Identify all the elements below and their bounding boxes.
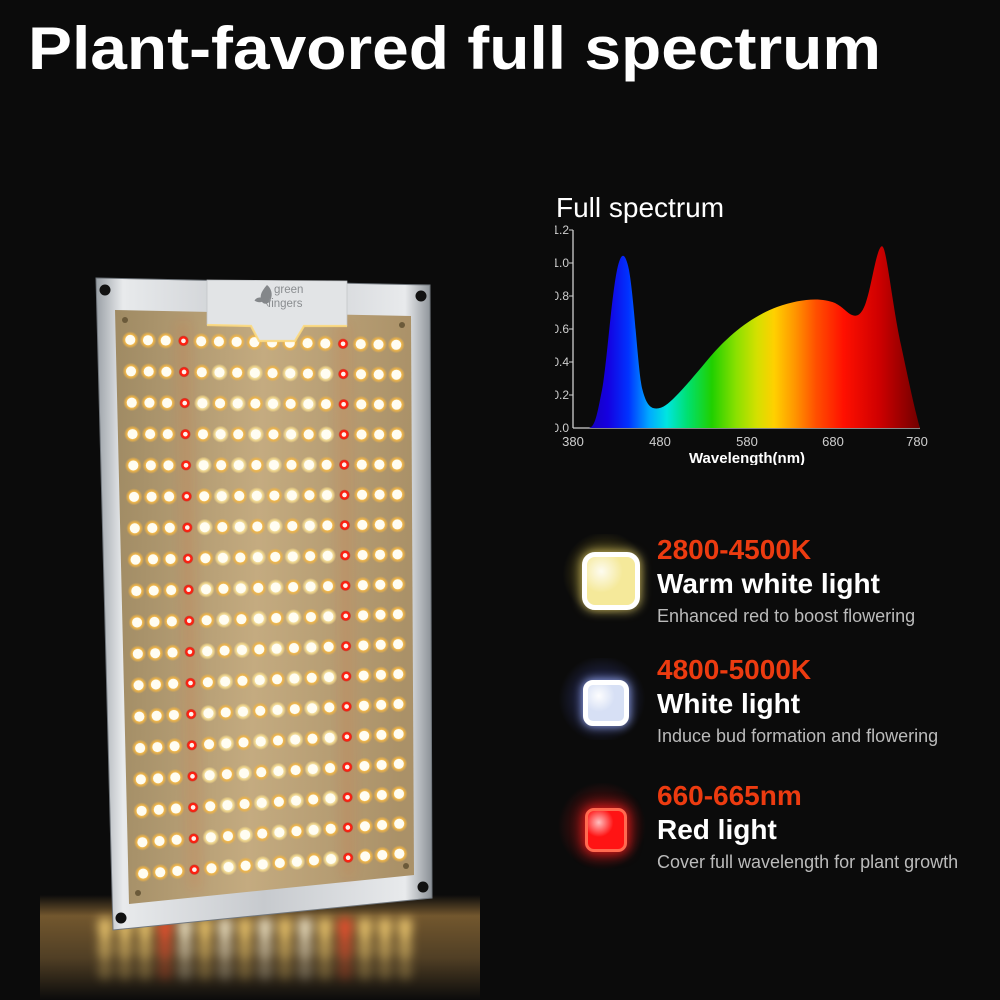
svg-text:480: 480 bbox=[649, 434, 671, 449]
svg-text:1.2: 1.2 bbox=[555, 225, 569, 237]
svg-text:0.0: 0.0 bbox=[555, 421, 569, 435]
svg-text:0.2: 0.2 bbox=[555, 388, 569, 402]
svg-text:680: 680 bbox=[822, 434, 844, 449]
svg-text:Wavelength(nm): Wavelength(nm) bbox=[689, 450, 805, 465]
svg-text:green: green bbox=[274, 284, 303, 296]
svg-text:780: 780 bbox=[906, 434, 928, 449]
svg-text:580: 580 bbox=[736, 434, 758, 449]
svg-text:0.8: 0.8 bbox=[555, 289, 569, 303]
svg-text:fingers: fingers bbox=[268, 298, 303, 310]
svg-text:380: 380 bbox=[562, 434, 584, 449]
svg-text:1.0: 1.0 bbox=[555, 256, 569, 270]
svg-text:0.4: 0.4 bbox=[555, 355, 569, 369]
svg-text:0.6: 0.6 bbox=[555, 322, 569, 336]
